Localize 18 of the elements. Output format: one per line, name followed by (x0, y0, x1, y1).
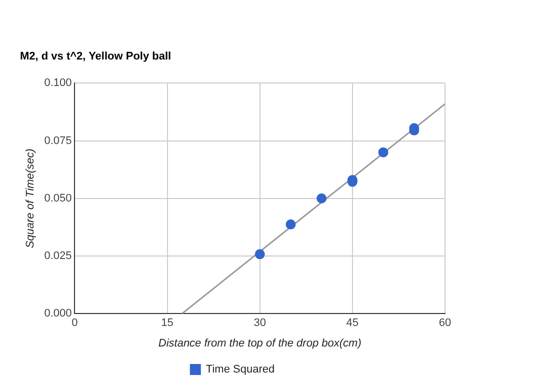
chart-title: M2, d vs t^2, Yellow Poly ball (20, 50, 172, 63)
point (254, 249, 265, 260)
y-tick-label: 0.000 (44, 308, 72, 320)
x-tick-label: 45 (346, 317, 359, 330)
x-tick-label: 15 (161, 317, 174, 330)
point (378, 147, 388, 158)
y-tick-label: 0.050 (44, 192, 72, 204)
x-tick-label: 0 (72, 317, 78, 330)
x-tick-label: 30 (254, 317, 266, 330)
y-tick-label: 0.025 (44, 250, 72, 262)
y-tick-label: 0.100 (44, 77, 72, 90)
point (316, 193, 327, 204)
point (286, 219, 296, 230)
legend-label: Time Squared (206, 364, 275, 376)
x-tick-label: 60 (438, 317, 452, 330)
y-axis-title: Square of Time(sec) (24, 148, 37, 248)
x-axis-title: Distance from the top of the drop box(cm) (158, 337, 362, 350)
y-tick-label: 0.075 (44, 134, 72, 147)
